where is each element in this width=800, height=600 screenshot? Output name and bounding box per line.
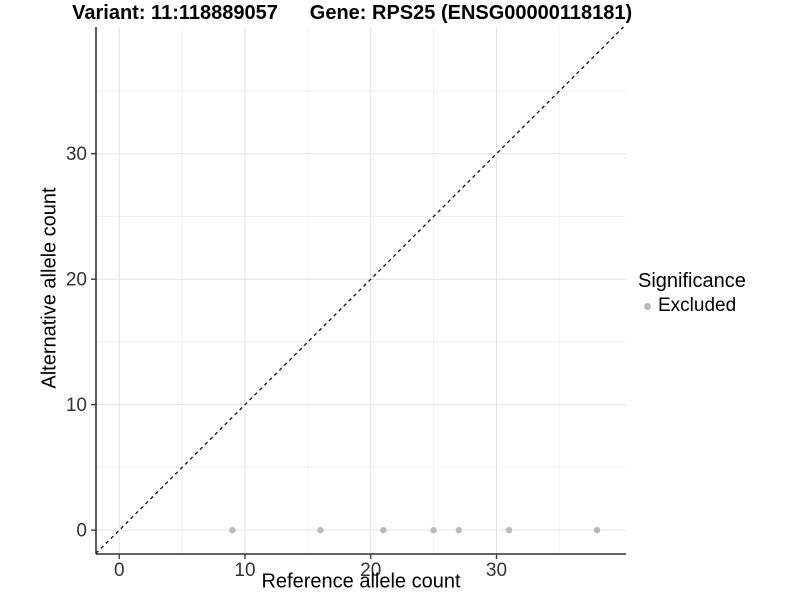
data-point (317, 526, 324, 534)
data-point (229, 526, 236, 534)
x-tick-label: 10 (234, 560, 255, 581)
x-tick-label: 30 (486, 560, 507, 581)
legend-item: Excluded (638, 295, 746, 317)
data-point (455, 526, 462, 534)
y-tick-label: 20 (66, 270, 87, 291)
y-tick-label: 10 (66, 395, 87, 416)
identity-line (95, 26, 624, 554)
legend-point-icon (636, 295, 658, 317)
y-tick-label: 0 (76, 521, 87, 542)
legend: Significance Excluded (638, 270, 746, 317)
y-tick-label: 30 (66, 144, 87, 165)
x-tick-label: 20 (360, 560, 381, 581)
data-point (593, 526, 601, 534)
plot-title-variant: Variant: 11:118889057 (72, 2, 278, 24)
y-axis-title: Alternative allele count (38, 187, 61, 389)
legend-title: Significance (638, 270, 746, 292)
data-point (430, 526, 437, 534)
data-point (505, 526, 513, 534)
plot-title-gene: Gene: RPS25 (ENSG00000118181) (309, 2, 633, 24)
x-tick-label: 0 (114, 560, 125, 581)
x-axis-title: Reference allele count (261, 570, 461, 593)
legend-item-label: Excluded (658, 295, 737, 316)
data-point (380, 526, 387, 534)
